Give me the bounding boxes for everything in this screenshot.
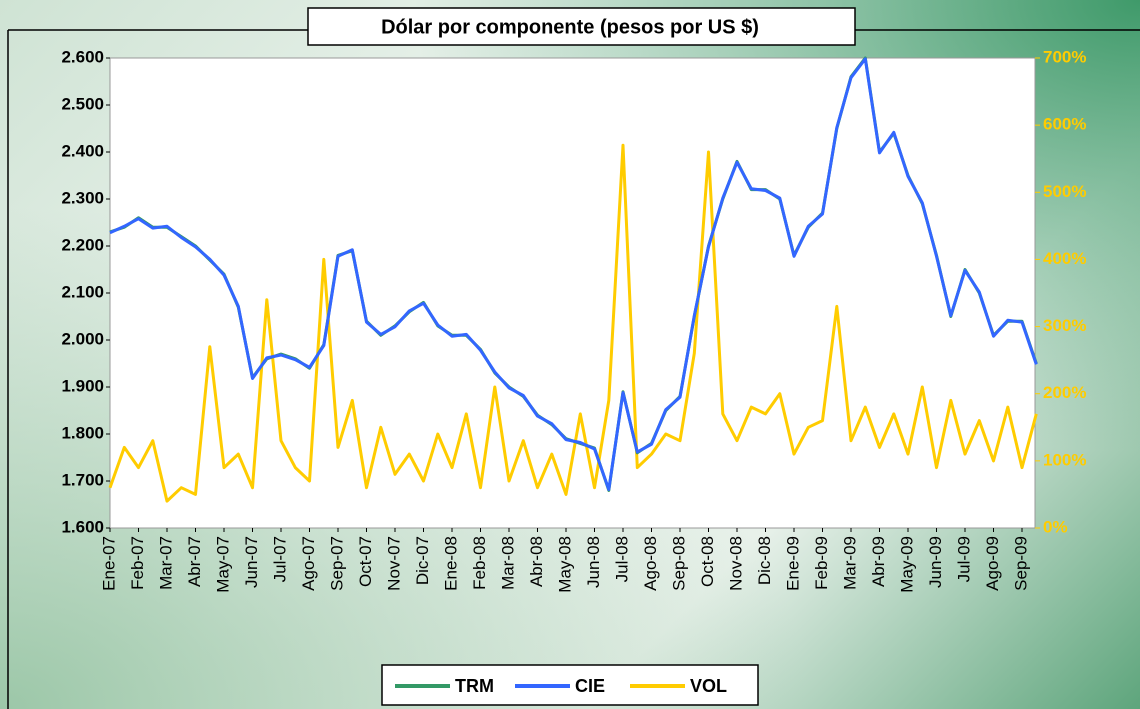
x-tick-label: Ago-07 [299, 536, 318, 591]
y2-tick-label: 100% [1043, 450, 1086, 469]
y-tick-label: 2.400 [61, 141, 104, 160]
x-tick-label: Oct-07 [356, 536, 375, 587]
x-tick-label: Dic-08 [755, 536, 774, 585]
y-tick-label: 1.700 [61, 470, 104, 489]
y2-tick-label: 700% [1043, 47, 1086, 66]
chart-title: Dólar por componente (pesos por US $) [381, 16, 759, 38]
x-tick-label: Ene-09 [783, 536, 802, 591]
x-tick-label: Nov-08 [726, 536, 745, 591]
y2-tick-label: 200% [1043, 383, 1086, 402]
y-tick-label: 1.900 [61, 376, 104, 395]
series-line [109, 57, 1038, 491]
x-tick-label: Abr-08 [527, 536, 546, 587]
x-tick-label: Jun-09 [926, 536, 945, 588]
x-tick-label: May-08 [555, 536, 574, 593]
x-tick-label: Ene-08 [441, 536, 460, 591]
x-tick-label: Ago-09 [983, 536, 1002, 591]
x-tick-label: Ene-07 [99, 536, 118, 591]
y2-tick-label: 300% [1043, 316, 1086, 335]
x-tick-label: Jun-07 [242, 536, 261, 588]
x-tick-label: Dic-07 [413, 536, 432, 585]
series-line [108, 143, 1038, 503]
y-tick-label: 2.100 [61, 282, 104, 301]
y2-tick-label: 500% [1043, 182, 1086, 201]
x-tick-label: Sep-07 [327, 536, 346, 591]
y2-tick-label: 0% [1043, 517, 1068, 536]
x-tick-label: Feb-07 [128, 536, 147, 590]
y-tick-label: 2.300 [61, 188, 104, 207]
x-tick-label: Mar-08 [498, 536, 517, 590]
x-tick-label: Mar-07 [156, 536, 175, 590]
x-tick-label: Nov-07 [384, 536, 403, 591]
y-tick-label: 2.200 [61, 235, 104, 254]
x-tick-label: Sep-09 [1011, 536, 1030, 591]
x-tick-label: May-07 [213, 536, 232, 593]
y-tick-label: 1.600 [61, 517, 104, 536]
x-tick-label: Oct-08 [698, 536, 717, 587]
x-tick-label: Ago-08 [641, 536, 660, 591]
x-tick-label: Abr-09 [869, 536, 888, 587]
x-tick-label: Jul-09 [954, 536, 973, 582]
y-tick-label: 2.600 [61, 47, 104, 66]
legend-label: TRM [455, 676, 494, 696]
y2-tick-label: 400% [1043, 249, 1086, 268]
legend-label: VOL [690, 676, 727, 696]
y-tick-label: 1.800 [61, 423, 104, 442]
x-tick-label: Feb-08 [470, 536, 489, 590]
x-tick-label: Feb-09 [812, 536, 831, 590]
x-tick-label: Mar-09 [840, 536, 859, 590]
title-box [307, 7, 856, 46]
x-tick-label: Jul-08 [612, 536, 631, 582]
x-tick-label: Jun-08 [584, 536, 603, 588]
x-tick-label: Sep-08 [669, 536, 688, 591]
x-tick-label: Abr-07 [185, 536, 204, 587]
legend-label: CIE [575, 676, 605, 696]
y-tick-label: 2.000 [61, 329, 104, 348]
y2-tick-label: 600% [1043, 115, 1086, 134]
y-tick-label: 2.500 [61, 94, 104, 113]
x-tick-label: Jul-07 [270, 536, 289, 582]
x-tick-label: May-09 [897, 536, 916, 593]
